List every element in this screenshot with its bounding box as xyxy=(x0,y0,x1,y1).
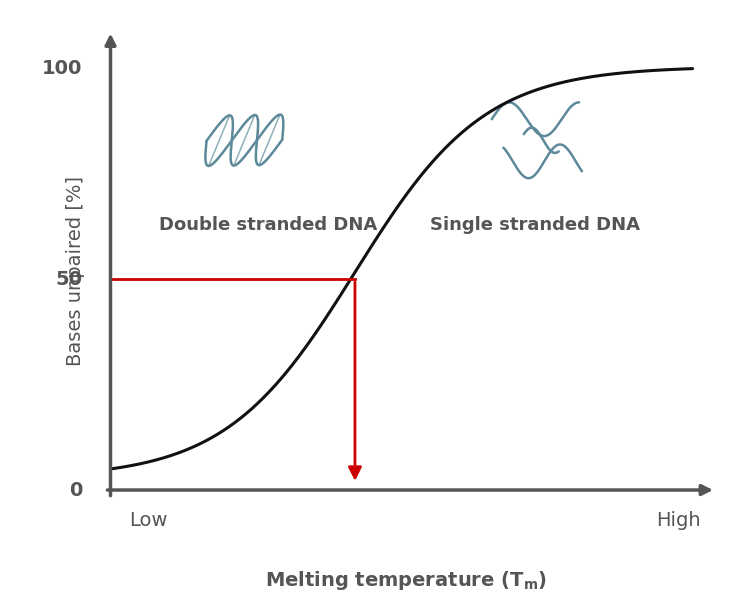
Text: 0: 0 xyxy=(69,480,83,500)
Text: Melting temperature (T$_\mathregular{m}$): Melting temperature (T$_\mathregular{m}$… xyxy=(265,569,547,592)
Text: Low: Low xyxy=(129,511,168,530)
Text: 100: 100 xyxy=(42,59,83,78)
Text: Double stranded DNA: Double stranded DNA xyxy=(159,216,377,234)
Y-axis label: Bases unpaired [%]: Bases unpaired [%] xyxy=(66,176,85,366)
Text: Single stranded DNA: Single stranded DNA xyxy=(430,216,641,234)
Text: High: High xyxy=(655,511,700,530)
Text: 50: 50 xyxy=(55,270,83,289)
